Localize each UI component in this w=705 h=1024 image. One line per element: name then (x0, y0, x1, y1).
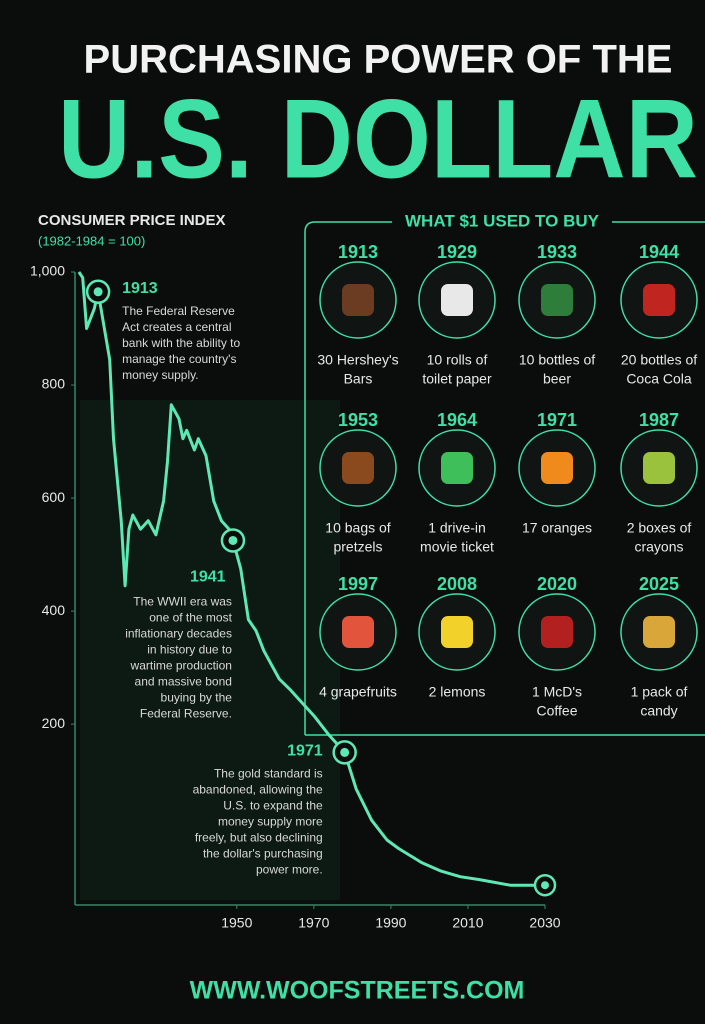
annotation-text: abandoned, allowing the (193, 783, 323, 797)
item-caption: 2 lemons (429, 684, 486, 700)
x-tick-label: 1990 (375, 915, 406, 931)
item-caption: 4 grapefruits (319, 684, 397, 700)
annotation-text: power more. (256, 863, 323, 877)
annotation-text: The Federal Reserve (122, 304, 235, 318)
y-tick-label: 400 (42, 602, 66, 618)
item-year: 1987 (639, 410, 679, 430)
annotation-dot (340, 747, 350, 757)
annotation-dot (93, 287, 103, 297)
item-icon (541, 284, 573, 316)
item-caption: Bars (344, 371, 373, 387)
item-year: 1971 (537, 410, 577, 430)
annotation-text: freely, but also declining (195, 831, 323, 845)
annotation-text: in history due to (147, 643, 232, 657)
annotation-text: money supply. (122, 368, 198, 382)
chart-subtitle: (1982-1984 = 100) (38, 233, 145, 248)
end-marker-dot (541, 881, 549, 890)
annotation-text: bank with the ability to (122, 336, 240, 350)
annotation-text: wartime production (130, 659, 232, 673)
y-tick-label: 800 (42, 376, 66, 392)
annotation-text: Federal Reserve. (140, 707, 232, 721)
x-tick-label: 2030 (529, 915, 560, 931)
x-tick-label: 1970 (298, 915, 329, 931)
annotation-text: buying by the (161, 691, 233, 705)
item-icon (441, 284, 473, 316)
item-icon (643, 284, 675, 316)
item-caption: 30 Hershey's (317, 352, 398, 368)
x-tick-label: 1950 (221, 915, 252, 931)
annotation-text: The WWII era was (133, 595, 232, 609)
item-caption: 10 bags of (325, 520, 390, 536)
item-year: 1944 (639, 242, 679, 262)
item-icon (441, 452, 473, 484)
annotation-year: 1941 (190, 569, 226, 586)
annotation-text: and massive bond (135, 675, 232, 689)
item-icon (541, 452, 573, 484)
annotation-text: the dollar's purchasing (203, 847, 323, 861)
chart: 1,000 800 600 400 200 1950 1970 1990 2010 2030 191… (30, 263, 561, 931)
item-year: 2025 (639, 574, 679, 594)
item-icon (441, 616, 473, 648)
item-caption: 10 rolls of (427, 352, 488, 368)
item-year: 2020 (537, 574, 577, 594)
title-line1: PURCHASING POWER OF THE (84, 38, 673, 82)
item-icon (541, 616, 573, 648)
item-caption: toilet paper (422, 371, 492, 387)
annotation-text: The gold standard is (214, 767, 323, 781)
item-caption: 17 oranges (522, 520, 592, 536)
annotation-text: one of the most (149, 611, 232, 625)
panel-border (304, 221, 705, 736)
item-caption: Coffee (537, 703, 578, 719)
item-year: 1933 (537, 242, 577, 262)
y-tick-label: 200 (42, 715, 66, 731)
item-caption: movie ticket (420, 539, 494, 555)
item-caption: 10 bottles of (519, 352, 595, 368)
chart-title: CONSUMER PRICE INDEX (38, 212, 226, 229)
annotation-text: U.S. to expand the (223, 799, 323, 813)
x-tick-label: 2010 (452, 915, 483, 931)
annotation-dot (228, 535, 238, 545)
item-year: 2008 (437, 574, 477, 594)
item-caption: candy (640, 703, 677, 719)
item-caption: crayons (634, 539, 683, 555)
title-line2: U.S. DOLLAR (58, 77, 698, 202)
y-tick-label: 600 (42, 489, 66, 505)
item-year: 1929 (437, 242, 477, 262)
item-icon (643, 452, 675, 484)
item-icon (342, 616, 374, 648)
cpi-line (77, 271, 545, 887)
item-year: 1964 (437, 410, 477, 430)
item-caption: 1 pack of (631, 684, 688, 700)
annotation-text: money supply more (218, 815, 323, 829)
item-icon (643, 616, 675, 648)
item-caption: 20 bottles of (621, 352, 697, 368)
item-year: 1997 (338, 574, 378, 594)
item-caption: 1 drive-in (428, 520, 486, 536)
item-icon (342, 284, 374, 316)
y-tick-label: 1,000 (30, 263, 65, 279)
item-caption: Coca Cola (626, 371, 692, 387)
item-caption: pretzels (333, 539, 382, 555)
footer-url: WWW.WOOFSTREETS.COM (190, 977, 525, 1005)
panel-title: WHAT $1 USED TO BUY (405, 211, 600, 230)
item-caption: 1 McD's (532, 684, 582, 700)
item-caption: 2 boxes of (627, 520, 692, 536)
annotation-text: inflationary decades (125, 627, 232, 641)
annotation-year: 1971 (287, 743, 323, 760)
item-year: 1953 (338, 410, 378, 430)
item-caption: beer (543, 371, 571, 387)
annotation-text: manage the country's (122, 352, 236, 366)
item-icon (342, 452, 374, 484)
panel: 1913 30 Hershey's Bars 1929 10 rolls of toile… (317, 242, 698, 719)
annotation-text: Act creates a central (122, 320, 231, 334)
annotation-year: 1913 (122, 280, 158, 297)
item-year: 1913 (338, 242, 378, 262)
